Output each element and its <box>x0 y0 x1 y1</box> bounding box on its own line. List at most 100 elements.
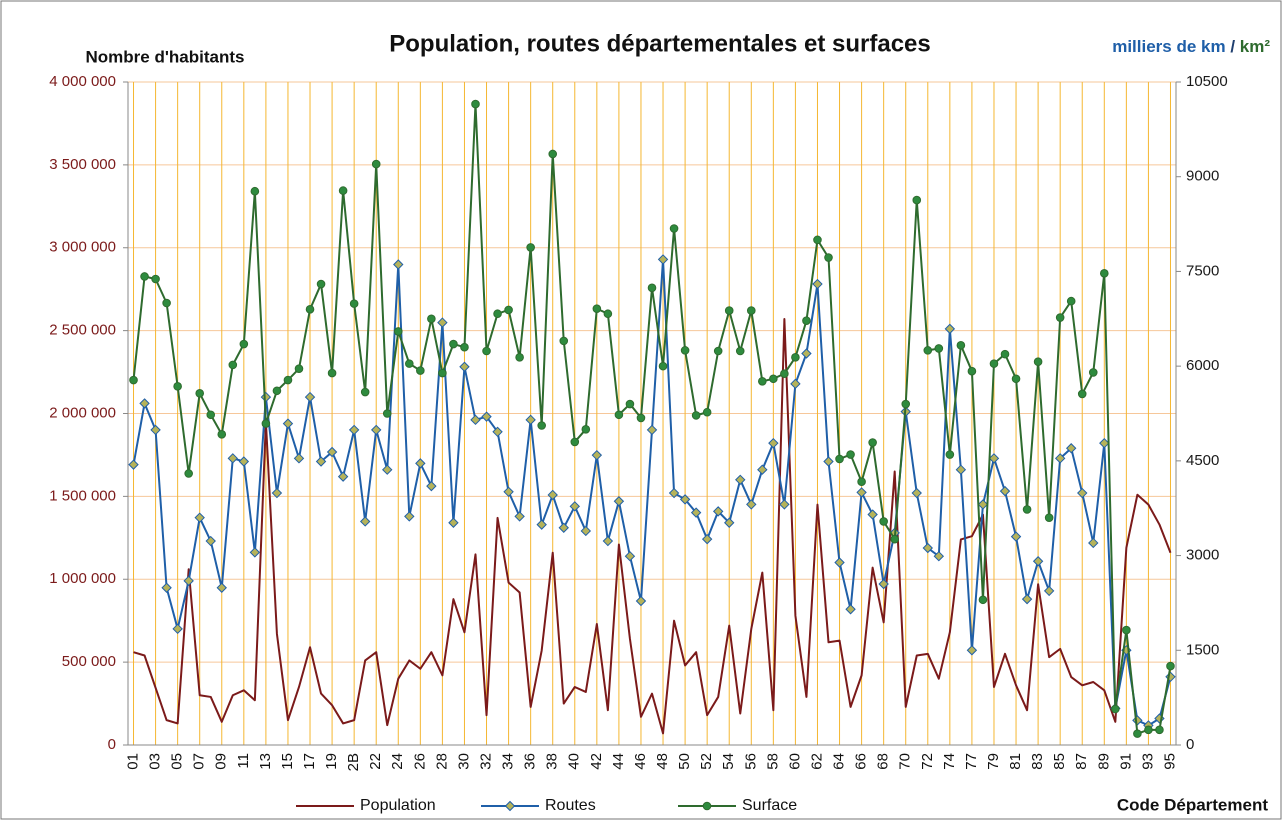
marker <box>427 314 436 324</box>
marker <box>779 499 790 510</box>
y2-label-part: km² <box>1240 37 1271 56</box>
marker <box>669 224 679 233</box>
y-tick-label: 3 500 000 <box>49 156 116 173</box>
x-tick-label: 11 <box>235 753 252 769</box>
marker <box>195 388 205 398</box>
marker <box>283 375 293 385</box>
marker <box>348 424 360 436</box>
marker <box>624 550 636 562</box>
marker <box>437 317 448 328</box>
marker <box>294 364 304 373</box>
y2-tick-label: 10500 <box>1186 73 1228 90</box>
marker <box>326 446 338 458</box>
x-tick-label: 83 <box>1029 753 1046 770</box>
marker <box>657 254 669 265</box>
marker <box>580 525 592 537</box>
marker <box>1155 725 1164 735</box>
x-tick-label: 13 <box>257 753 274 770</box>
marker <box>701 533 713 545</box>
marker <box>614 410 624 420</box>
legend-label: Population <box>360 797 436 814</box>
marker <box>415 458 426 469</box>
x-tick-label: 56 <box>742 753 759 770</box>
x-tick-label: 01 <box>124 753 141 770</box>
y2-axis-label: milliers de km / km² <box>1112 37 1270 56</box>
legend-marker <box>702 801 712 811</box>
marker <box>293 453 305 464</box>
marker <box>834 557 845 568</box>
y-tick-label: 0 <box>108 736 116 753</box>
marker <box>679 494 691 505</box>
marker <box>338 186 348 195</box>
y-tick-label: 500 000 <box>62 653 116 670</box>
marker <box>956 341 966 350</box>
marker <box>603 309 613 319</box>
marker <box>1088 368 1098 377</box>
x-axis-label: Code Département <box>1117 795 1268 814</box>
marker <box>791 353 800 362</box>
x-tick-label: 64 <box>831 753 848 770</box>
marker <box>724 306 734 315</box>
marker <box>304 391 316 403</box>
x-tick-label: 77 <box>963 753 980 770</box>
y-tick-label: 1 000 000 <box>49 570 116 587</box>
x-tick-label: 48 <box>654 753 671 770</box>
marker <box>922 542 933 554</box>
marker <box>712 506 724 517</box>
marker <box>989 359 999 368</box>
marker <box>1122 625 1131 635</box>
marker <box>1022 505 1032 514</box>
marker <box>514 511 525 522</box>
marker <box>250 186 260 196</box>
marker <box>1144 725 1153 735</box>
marker <box>1010 531 1022 542</box>
x-tick-label: 15 <box>279 753 296 770</box>
marker <box>537 421 546 430</box>
marker <box>978 595 988 605</box>
x-tick-label: 22 <box>367 753 384 770</box>
marker <box>305 305 315 314</box>
marker <box>636 413 646 423</box>
marker <box>194 512 205 523</box>
marker <box>835 454 844 464</box>
x-tick-label: 42 <box>588 753 605 770</box>
marker <box>184 469 193 478</box>
marker <box>592 304 602 313</box>
x-tick-label: 85 <box>1051 753 1068 770</box>
marker <box>890 534 899 544</box>
marker <box>460 342 469 352</box>
marker <box>217 430 227 439</box>
x-tick-label: 32 <box>477 753 494 770</box>
marker <box>746 306 756 315</box>
legend-label: Routes <box>545 797 596 814</box>
x-tick-label: 66 <box>853 753 870 770</box>
marker <box>238 456 250 467</box>
y-tick-label: 4 000 000 <box>49 73 116 90</box>
marker <box>261 419 271 428</box>
x-tick-label: 17 <box>301 753 318 770</box>
marker <box>536 519 547 530</box>
marker <box>867 509 878 520</box>
x-tick-label: 34 <box>500 753 517 770</box>
x-tick-label: 36 <box>522 753 539 770</box>
marker <box>658 361 668 371</box>
x-tick-label: 07 <box>191 753 208 770</box>
marker <box>857 477 866 486</box>
marker <box>1066 296 1076 306</box>
marker <box>1021 593 1033 605</box>
marker <box>668 487 680 499</box>
marker <box>205 535 216 547</box>
marker <box>349 299 359 308</box>
marker <box>140 272 149 281</box>
marker <box>227 453 239 464</box>
x-tick-label: 89 <box>1095 753 1112 770</box>
marker <box>526 243 535 252</box>
x-tick-label: 03 <box>147 753 164 770</box>
marker <box>846 450 855 459</box>
marker <box>426 480 437 492</box>
marker <box>812 278 823 290</box>
marker <box>879 517 888 526</box>
marker <box>438 368 447 378</box>
x-tick-label: 72 <box>919 753 936 770</box>
marker <box>547 489 558 501</box>
